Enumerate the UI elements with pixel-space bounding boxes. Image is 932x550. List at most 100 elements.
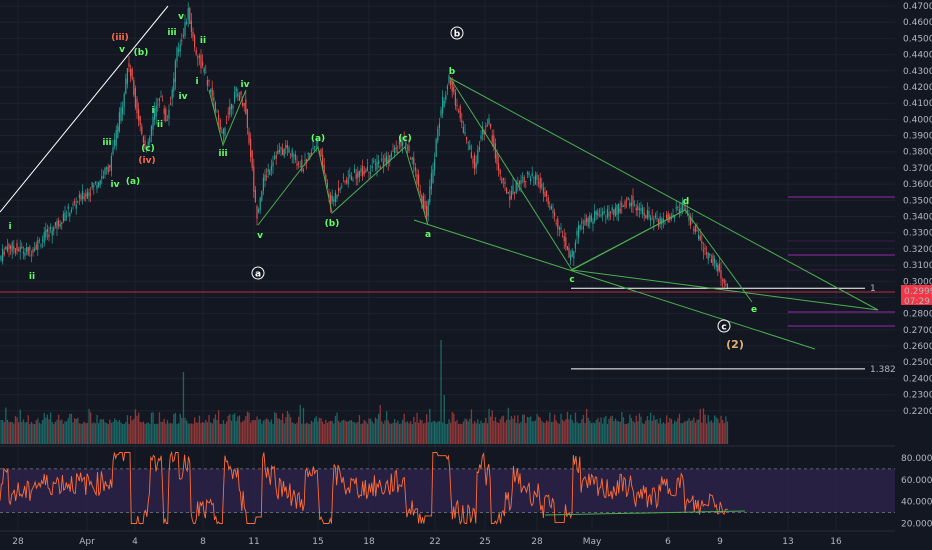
candle-body bbox=[690, 216, 692, 226]
volume-bar bbox=[379, 405, 381, 444]
candle-body bbox=[411, 157, 413, 160]
candle-body bbox=[539, 177, 541, 189]
candle-body bbox=[61, 222, 63, 224]
volume-bar bbox=[411, 423, 413, 444]
volume-bar bbox=[357, 422, 359, 444]
wave-label-b-paren: (b) bbox=[134, 48, 149, 58]
volume-bar bbox=[706, 423, 708, 444]
wave-label-i-3: i bbox=[195, 77, 198, 87]
price-tick: 0.3200 bbox=[903, 245, 932, 255]
volume-bar bbox=[307, 423, 309, 444]
volume-bar bbox=[216, 419, 218, 444]
candle-body bbox=[541, 183, 543, 188]
candle-body bbox=[251, 150, 253, 169]
volume-bar bbox=[352, 421, 354, 444]
volume-bar bbox=[650, 412, 652, 444]
volume-bar bbox=[558, 423, 561, 444]
candle-body bbox=[334, 192, 336, 202]
volume-bar bbox=[43, 412, 45, 444]
candle-body bbox=[99, 180, 101, 185]
volume-bar bbox=[613, 421, 615, 444]
volume-bar bbox=[446, 423, 449, 444]
candle-body bbox=[637, 205, 639, 210]
candle-body bbox=[352, 179, 354, 181]
candle-body bbox=[64, 212, 66, 222]
candle-body bbox=[558, 227, 560, 230]
candle-body bbox=[522, 176, 524, 178]
volume-bar bbox=[328, 421, 330, 444]
candle-body bbox=[570, 254, 572, 261]
volume-bar bbox=[667, 422, 669, 444]
volume-bar bbox=[334, 415, 337, 444]
candle-body bbox=[5, 247, 7, 250]
candle-body bbox=[117, 126, 119, 139]
volume-bar bbox=[88, 408, 90, 444]
volume-bar bbox=[659, 417, 661, 444]
volume-bar bbox=[58, 414, 60, 444]
volume-bar bbox=[318, 417, 321, 444]
volume-bar bbox=[592, 422, 594, 444]
volume-bar bbox=[539, 417, 541, 444]
price-tick: 0.4500 bbox=[903, 34, 932, 44]
candle-body bbox=[269, 170, 271, 175]
volume-bar bbox=[98, 423, 100, 444]
volume-bar bbox=[251, 420, 253, 444]
candle-body bbox=[358, 171, 360, 177]
volume-bar bbox=[678, 413, 681, 444]
volume-bar bbox=[430, 422, 433, 444]
candle-body bbox=[538, 182, 540, 184]
volume-bar bbox=[107, 423, 109, 444]
wave-label-iii-paren: (iii) bbox=[111, 33, 128, 43]
candle-body bbox=[50, 227, 52, 230]
candle-body bbox=[531, 173, 533, 176]
candle-body bbox=[408, 145, 410, 151]
volume-bar bbox=[248, 412, 250, 444]
volume-bar bbox=[648, 420, 650, 444]
candle-body bbox=[109, 165, 111, 168]
candle-body bbox=[347, 177, 349, 185]
volume-bar bbox=[136, 415, 138, 444]
candle-body bbox=[75, 203, 77, 209]
candle-body bbox=[163, 108, 165, 115]
volume-bar bbox=[259, 419, 261, 444]
volume-bar bbox=[707, 415, 709, 444]
candle-body bbox=[101, 176, 103, 179]
candle-body bbox=[203, 68, 205, 73]
volume-bar bbox=[510, 415, 513, 444]
date-tick: May bbox=[583, 537, 602, 547]
volume-bar bbox=[525, 423, 527, 444]
volume-bar bbox=[467, 421, 469, 444]
candle-body bbox=[656, 217, 658, 220]
candle-body bbox=[621, 202, 623, 208]
volume-bar bbox=[147, 422, 149, 444]
volume-bar bbox=[342, 419, 345, 444]
candle-body bbox=[314, 146, 316, 148]
volume-bar bbox=[45, 417, 47, 444]
volume-bar bbox=[128, 423, 130, 444]
volume-bar bbox=[302, 407, 305, 444]
candle-body bbox=[186, 22, 188, 24]
candle-body bbox=[6, 246, 8, 252]
wave-label-iv: iv bbox=[111, 180, 120, 190]
candle-body bbox=[277, 150, 279, 155]
volume-bar bbox=[672, 423, 674, 444]
candle-body bbox=[418, 174, 420, 186]
candle-body bbox=[688, 216, 690, 221]
candle-body bbox=[469, 145, 471, 150]
candle-body bbox=[93, 185, 95, 187]
candle-body bbox=[712, 255, 714, 266]
volume-bar bbox=[51, 422, 53, 444]
candle-body bbox=[40, 244, 42, 247]
price-tick: 0.4000 bbox=[903, 115, 932, 125]
volume-bar bbox=[520, 421, 522, 444]
candle-body bbox=[181, 40, 183, 42]
volume-bar bbox=[531, 421, 533, 444]
candle-body bbox=[11, 242, 13, 252]
candle-body bbox=[686, 210, 688, 214]
candle-body bbox=[107, 166, 109, 173]
volume-bar bbox=[139, 421, 141, 444]
volume-bar bbox=[298, 416, 300, 444]
candle-body bbox=[0, 255, 2, 260]
volume-bar bbox=[53, 423, 55, 444]
